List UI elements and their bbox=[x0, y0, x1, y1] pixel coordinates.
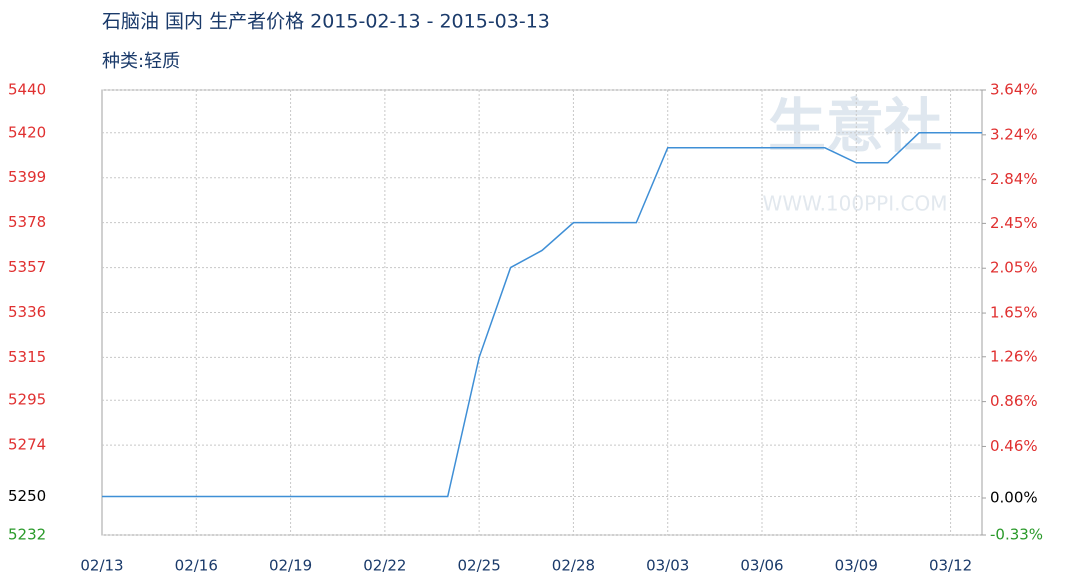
y2-tick-label: 0.00% bbox=[990, 489, 1038, 507]
y-tick-label: 5420 bbox=[8, 123, 46, 141]
y2-tick-label: 0.86% bbox=[990, 392, 1038, 410]
y-tick-label: 5295 bbox=[8, 391, 46, 409]
y-tick-label: 5250 bbox=[8, 487, 46, 505]
x-tick-label: 03/03 bbox=[646, 557, 689, 575]
watermark-url: WWW.100PPI.COM bbox=[763, 192, 948, 216]
y-tick-label: 5232 bbox=[8, 526, 46, 544]
x-tick-label: 02/28 bbox=[552, 557, 595, 575]
y2-tick-label: 3.24% bbox=[990, 125, 1038, 143]
y2-tick-label: 2.05% bbox=[990, 259, 1038, 277]
x-tick-label: 02/13 bbox=[80, 557, 123, 575]
y2-tick-label: 2.84% bbox=[990, 170, 1038, 188]
x-tick-label: 02/16 bbox=[175, 557, 218, 575]
x-tick-label: 03/06 bbox=[740, 557, 783, 575]
chart-title: 石脑油 国内 生产者价格 2015-02-13 - 2015-03-13 bbox=[102, 11, 550, 33]
y2-tick-label: 3.64% bbox=[990, 81, 1038, 99]
price-line bbox=[102, 132, 982, 498]
y2-tick-label: 2.45% bbox=[990, 214, 1038, 232]
chart-subtitle: 种类:轻质 bbox=[102, 51, 180, 72]
y2-tick-label: 1.65% bbox=[990, 304, 1038, 322]
y2-tick-label: 0.46% bbox=[990, 437, 1038, 455]
x-tick-label: 03/12 bbox=[929, 557, 972, 575]
y-tick-label: 5357 bbox=[8, 258, 46, 276]
y-tick-label: 5440 bbox=[8, 81, 46, 99]
y-tick-label: 5378 bbox=[8, 213, 46, 231]
x-tick-label: 02/25 bbox=[458, 557, 501, 575]
y2-tick-label: -0.33% bbox=[990, 526, 1043, 544]
y2-tick-label: 1.26% bbox=[990, 347, 1038, 365]
y-tick-label: 5399 bbox=[8, 168, 46, 186]
y-tick-label: 5336 bbox=[8, 303, 46, 321]
x-tick-label: 03/09 bbox=[835, 557, 878, 575]
watermark: 生意社 bbox=[768, 92, 942, 160]
x-tick-label: 02/19 bbox=[269, 557, 312, 575]
x-tick-label: 02/22 bbox=[363, 557, 406, 575]
y-tick-label: 5274 bbox=[8, 436, 46, 454]
y-tick-label: 5315 bbox=[8, 348, 46, 366]
